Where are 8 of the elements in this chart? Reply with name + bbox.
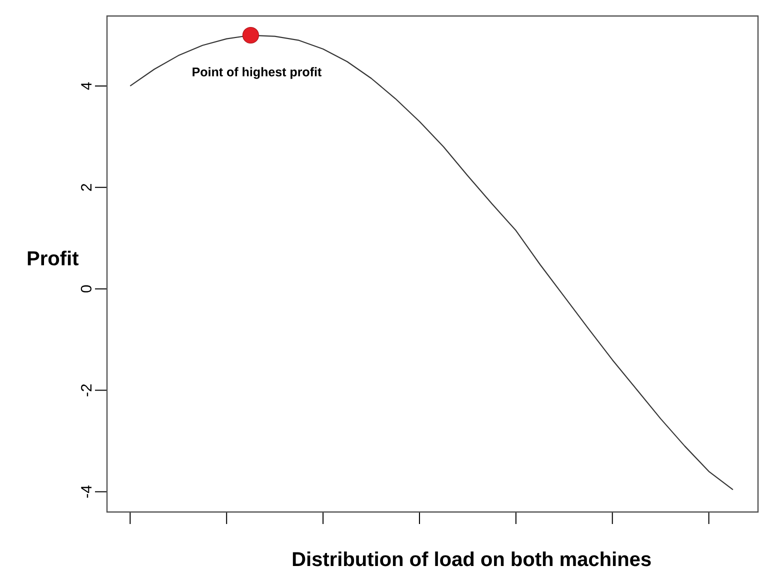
y-tick-label: -2: [81, 384, 92, 396]
x-axis-title: Distribution of load on both machines: [292, 552, 651, 566]
y-tick-label: 4: [81, 82, 92, 90]
y-tick-label: -4: [81, 485, 92, 498]
y-axis-title: Profit: [28, 250, 79, 266]
y-tick-label: 2: [81, 184, 92, 191]
annotation: Point of highest profit: [192, 67, 322, 79]
y-tick-label: 0: [80, 285, 92, 292]
